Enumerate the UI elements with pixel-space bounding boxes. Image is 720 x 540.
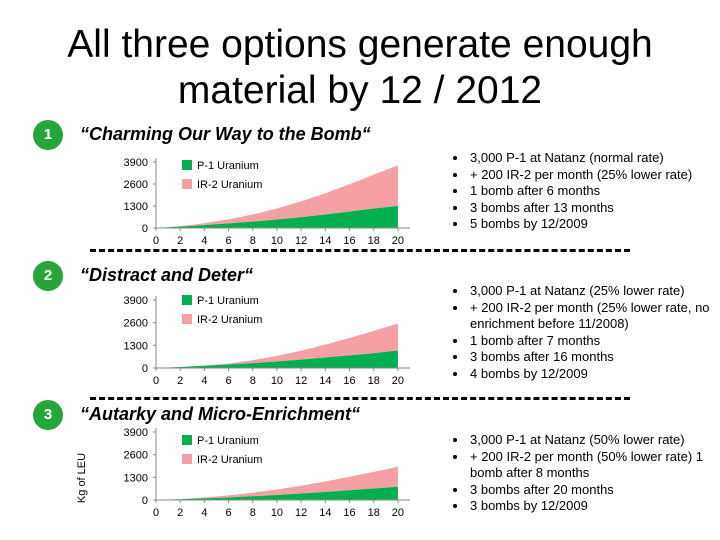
x-tick-label: 2: [177, 375, 183, 387]
x-tick-label: 12: [295, 507, 307, 519]
x-tick-label: 20: [392, 235, 404, 247]
x-tick-label: 14: [319, 235, 331, 247]
x-tick-label: 4: [201, 375, 207, 387]
option-2-bullet-5: 4 bombs by 12/2009: [468, 366, 720, 383]
x-tick-label: 16: [343, 375, 355, 387]
legend-swatch: [182, 295, 192, 305]
area-p-1-uranium: [156, 206, 398, 228]
x-tick-label: 10: [271, 507, 283, 519]
legend-label: P-1 Uranium: [197, 295, 259, 307]
section-divider-1: [90, 249, 630, 252]
option-2-bullet-1: 3,000 P-1 at Natanz (25% lower rate): [468, 283, 720, 300]
y-tick-label: 2600: [124, 179, 148, 191]
x-tick-label: 14: [319, 375, 331, 387]
slide-title-line-1: All three options generate enough: [67, 23, 653, 66]
option-1-bullets: 3,000 P-1 at Natanz (normal rate) + 200 …: [452, 150, 720, 233]
legend-label: IR-2 Uranium: [197, 179, 262, 191]
legend-swatch: [182, 160, 192, 170]
y-tick-label: 3900: [124, 427, 148, 439]
x-tick-label: 10: [271, 235, 283, 247]
x-tick-label: 16: [343, 235, 355, 247]
option-3-bullet-3: 3 bombs after 20 months: [468, 482, 720, 499]
x-tick-label: 8: [250, 235, 256, 247]
option-2-bullets: 3,000 P-1 at Natanz (25% lower rate) + 2…: [452, 283, 720, 382]
legend-swatch: [182, 179, 192, 189]
x-tick-label: 18: [368, 507, 380, 519]
y-tick-label: 3900: [124, 157, 148, 169]
x-tick-label: 2: [177, 235, 183, 247]
option-1-bullet-2: + 200 IR-2 per month (25% lower rate): [468, 167, 720, 184]
option-3-y-axis-label-text: Kg of LEU: [76, 452, 88, 504]
option-3-bullet-1: 3,000 P-1 at Natanz (50% lower rate): [468, 432, 720, 449]
x-tick-label: 12: [295, 375, 307, 387]
x-tick-label: 0: [153, 375, 159, 387]
x-tick-label: 8: [250, 375, 256, 387]
legend-swatch: [182, 314, 192, 324]
legend-label: IR-2 Uranium: [197, 314, 262, 326]
option-2-chart: 0 1300 2600 3900 0 2 4 6 8 10 12 14 16 18 20 P-1 Uraniu…: [124, 295, 410, 387]
option-2-bullet-2: + 200 IR-2 per month (25% lower rate, no…: [468, 300, 720, 333]
option-2-badge: 2: [33, 261, 63, 291]
x-tick-label: 8: [250, 507, 256, 519]
x-tick-label: 12: [295, 235, 307, 247]
option-3-bullet-2: + 200 IR-2 per month (50% lower rate) 1 …: [468, 449, 720, 482]
legend-label: IR-2 Uranium: [197, 454, 262, 466]
y-tick-label: 2600: [124, 318, 148, 330]
option-3-y-axis-label: Kg of LEU: [72, 438, 92, 518]
area-ir-2-uranium: [156, 466, 398, 500]
option-3-chart: 0 1300 2600 3900 0 2 4 6 8 10 12 14 16 18 20 P-1 Uraniu…: [124, 427, 410, 519]
option-1-bullet-5: 5 bombs by 12/2009: [468, 216, 720, 233]
section-divider-2: [90, 397, 630, 400]
y-tick-label: 1300: [124, 472, 148, 484]
x-tick-label: 0: [153, 235, 159, 247]
x-tick-label: 20: [392, 507, 404, 519]
y-tick-label: 0: [142, 223, 148, 235]
x-tick-label: 18: [368, 375, 380, 387]
x-tick-label: 16: [343, 507, 355, 519]
y-tick-label: 2600: [124, 450, 148, 462]
y-tick-label: 1300: [124, 340, 148, 352]
x-tick-label: 0: [153, 507, 159, 519]
y-tick-label: 0: [142, 495, 148, 507]
legend-label: P-1 Uranium: [197, 160, 259, 172]
area-ir-2-uranium: [156, 323, 398, 368]
x-tick-label: 6: [226, 375, 232, 387]
option-1-bullet-3: 1 bomb after 6 months: [468, 183, 720, 200]
option-3-bullet-4: 3 bombs by 12/2009: [468, 498, 720, 515]
option-3-bullets: 3,000 P-1 at Natanz (50% lower rate) + 2…: [452, 432, 720, 515]
legend-swatch: [182, 454, 192, 464]
x-tick-label: 2: [177, 507, 183, 519]
x-tick-label: 10: [271, 375, 283, 387]
option-2-bullet-3: 1 bomb after 7 months: [468, 333, 720, 350]
x-tick-label: 4: [201, 235, 207, 247]
x-tick-label: 18: [368, 235, 380, 247]
y-tick-label: 3900: [124, 295, 148, 307]
option-2-title: “Distract and Deter“: [80, 265, 254, 285]
x-tick-label: 14: [319, 507, 331, 519]
area-p-1-uranium: [156, 486, 398, 500]
x-tick-label: 4: [201, 507, 207, 519]
area-p-1-uranium: [156, 350, 398, 368]
area-ir-2-uranium: [156, 165, 398, 228]
option-1-bullet-4: 3 bombs after 13 months: [468, 200, 720, 217]
x-tick-label: 20: [392, 375, 404, 387]
slide-title: All three options generate enough materi…: [0, 22, 720, 114]
option-1-title: “Charming Our Way to the Bomb“: [80, 124, 371, 144]
legend-label: P-1 Uranium: [197, 435, 259, 447]
legend-swatch: [182, 435, 192, 445]
option-3-badge: 3: [33, 400, 63, 430]
option-1-chart: 0 1300 2600 3900 0 2 4 6 8 10 12 14 16 18 20 P-1 Uraniu…: [124, 157, 410, 247]
y-tick-label: 1300: [124, 201, 148, 213]
option-1-badge: 1: [33, 120, 63, 150]
x-tick-label: 6: [226, 235, 232, 247]
y-tick-label: 0: [142, 363, 148, 375]
option-1-bullet-1: 3,000 P-1 at Natanz (normal rate): [468, 150, 720, 167]
slide-title-line-2: material by 12 / 2012: [177, 69, 543, 112]
option-3-title: “Autarky and Micro-Enrichment“: [80, 404, 361, 424]
option-2-bullet-4: 3 bombs after 16 months: [468, 349, 720, 366]
x-tick-label: 6: [226, 507, 232, 519]
